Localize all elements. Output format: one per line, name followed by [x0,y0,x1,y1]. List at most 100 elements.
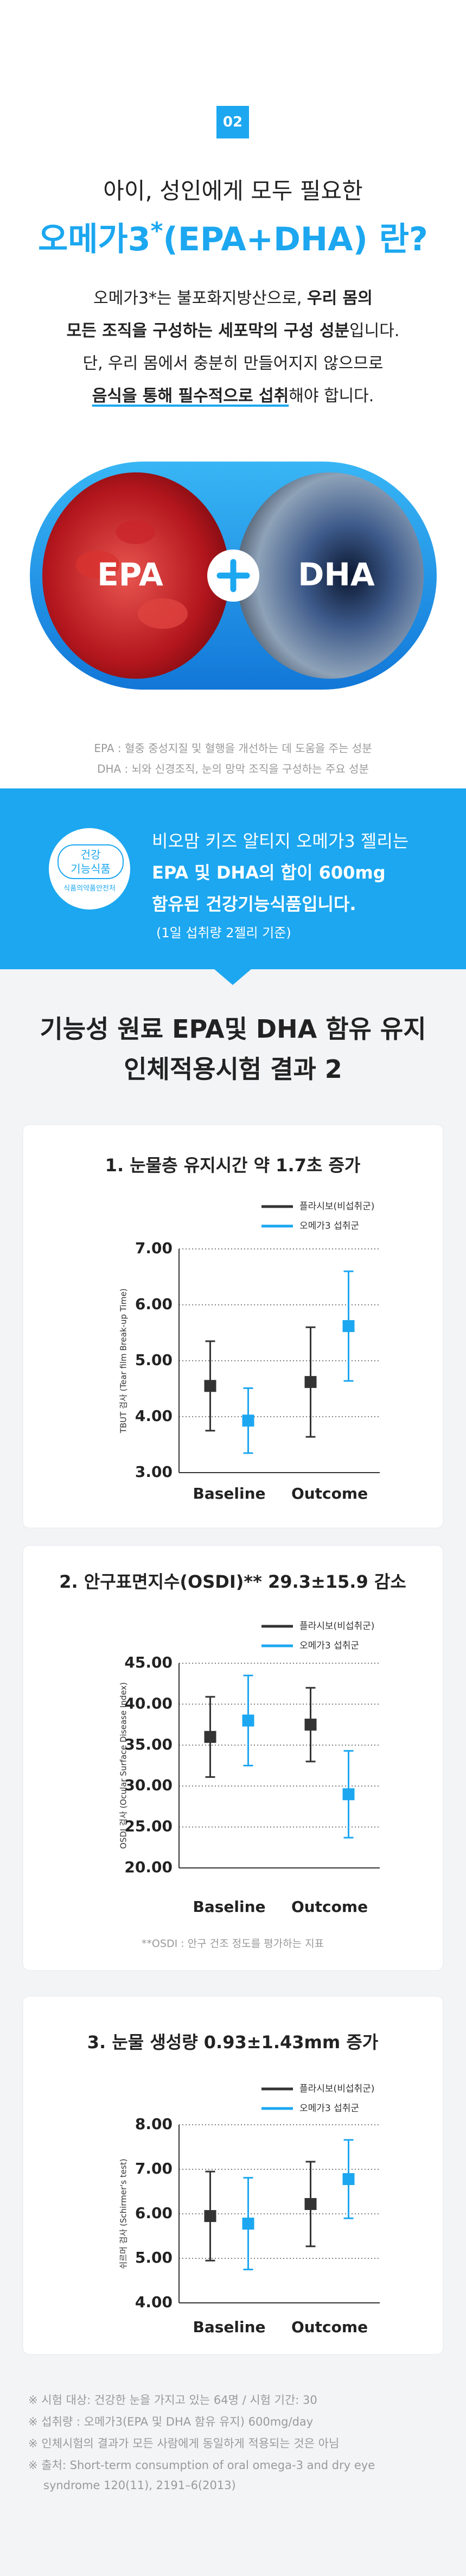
chart: 2. 안구표면지수(OSDI)** 29.3±15.9 감소플라시보(비섭취군)… [22,1545,444,1971]
x-tick-label: Outcome [291,2318,368,2336]
x-tick-label: Baseline [193,1485,265,1502]
data-point [204,1380,216,1392]
plus-icon [216,559,250,592]
section-title-line: 인체적용시험 결과 2 [124,1055,342,1084]
data-point [304,1376,317,1388]
footnote: ※ 출처: Short-term consumption of oral ome… [28,2459,375,2472]
chart-title: 3. 눈물 생성량 0.93±1.43mm 증가 [87,2032,378,2053]
illustration: EPA DHA [30,462,437,690]
health-badge: 건강 기능식품 식품의약품안전처 [49,828,130,910]
paragraph-segment: 입니다. [349,321,400,340]
y-tick-label: 35.00 [124,1735,173,1753]
title-text: 오메가3 [38,220,151,258]
illustration-note: EPA : 혈중 중성지질 및 혈행을 개선하는 데 도움을 주는 성분 [94,742,372,755]
cell [76,551,119,579]
subtitle: 아이, 성인에게 모두 필요한 [103,178,363,204]
data-point [342,2173,355,2186]
illustration-note: DHA : 뇌와 신경조직, 눈의 망막 조직을 구성하는 주요 성분 [97,762,369,775]
data-point [304,2198,317,2210]
section-title: 기능성 원료 EPA및 DHA 함유 유지 인체적용시험 결과 2 [0,1009,466,1089]
chart-title: 1. 눈물층 유지시간 약 1.7초 증가 [105,1155,361,1176]
data-point [342,1788,355,1801]
cell [138,598,188,629]
legend-label: 플라시보(비섭취군) [299,1621,374,1632]
legend-label: 오메가3 섭취군 [299,1640,359,1651]
badge-authority: 식품의약품안전처 [63,885,116,893]
blood-image [42,472,229,679]
y-tick-label: 30.00 [124,1776,173,1794]
footnote: syndrome 120(11), 2191–6(2013) [43,2479,236,2492]
y-tick-label: 25.00 [124,1817,173,1835]
y-tick-label: 5.00 [135,2249,173,2266]
x-tick-label: Outcome [291,1485,368,1502]
chart-card [22,1996,444,2355]
footnote: ※ 인체시험의 결과가 모든 사람에게 동일하게 적용되는 것은 아님 [28,2437,340,2450]
y-tick-label: 5.00 [135,1351,173,1369]
footnotes: ※ 시험 대상: 건강한 눈을 가지고 있는 64명 / 시험 기간: 30 ※ … [28,2389,375,2495]
legend-label: 플라시보(비섭취군) [299,2083,374,2094]
y-tick-label: 4.00 [135,2293,173,2311]
data-point [304,1719,317,1731]
badge-label: 건강 기능식품 [58,844,124,879]
y-axis-label: TBUT 검사 (Tear film Break-up Time) [119,1289,129,1434]
legend-label: 플라시보(비섭취군) [299,1201,374,1212]
y-axis-label: 쉬르머 검사 (Schirmer's test) [119,2158,129,2269]
chart-card [22,1124,444,1529]
x-tick-label: Baseline [193,2318,265,2336]
y-tick-label: 7.00 [135,2160,173,2177]
paragraph-segment: 음식을 통해 필수적으로 섭취 [92,387,289,406]
banner-line: (1일 섭취량 2젤리 기준) [156,925,291,940]
y-axis-label: OSDI 검사 (Ocular Surface Disease Index) [119,1682,129,1849]
paragraph-line: 모든 조직을 구성하는 세포막의 구성 성분입니다. [0,315,466,348]
paragraph-line: 음식을 통해 필수적으로 섭취해야 합니다. [0,380,466,413]
badge-line: 기능식품 [71,862,111,875]
data-point [204,1731,216,1743]
data-point [242,2218,254,2230]
main-title: 오메가3*(EPA+DHA) 란? [0,213,466,260]
title-text: (EPA+DHA) 란? [163,220,428,258]
paragraph: 오메가3*는 불포화지방산으로, 우리 몸의 모든 조직을 구성하는 세포막의 구… [0,282,466,413]
banner-text: 비오맘 키즈 알티지 오메가3 젤리는 EPA 및 DHA의 합이 600mg 함유… [152,825,408,946]
paragraph-line: 단, 우리 몸에서 충분히 만들어지지 않으므로 [0,348,466,380]
chart-card [22,1545,444,1971]
y-tick-label: 3.00 [135,1463,173,1481]
paragraph-segment: 오메가3*는 불포화지방산으로, [93,289,308,308]
paragraph-segment: 모든 조직을 구성하는 세포막의 구성 성분 [66,321,350,340]
y-tick-label: 6.00 [135,2204,173,2222]
footnote: ※ 섭취량 : 오메가3(EPA 및 DHA 함유 유지) 600mg/day [28,2415,314,2428]
section-badge: 02 [216,106,249,138]
dha-label: DHA [298,556,375,593]
data-point [342,1320,355,1333]
data-point [242,1714,254,1727]
y-tick-label: 40.00 [124,1694,173,1712]
title-mark: * [150,217,163,245]
chart-title: 2. 안구표면지수(OSDI)** 29.3±15.9 감소 [59,1571,406,1592]
y-tick-label: 6.00 [135,1295,173,1313]
y-tick-label: 20.00 [124,1858,173,1876]
badge-line: 건강 [80,848,101,861]
banner-arrow [214,969,252,985]
banner-line: 함유된 건강기능식품입니다. [152,894,356,914]
legend-label: 오메가3 섭취군 [299,1221,359,1232]
chart-note: **OSDI : 안구 건조 정도를 평가하는 지표 [142,1938,324,1950]
paragraph-segment: 단, 우리 몸에서 충분히 만들어지지 않으므로 [82,354,384,373]
x-tick-label: Baseline [193,1898,265,1916]
banner-line: EPA 및 DHA의 합이 600mg [152,862,386,883]
y-tick-label: 7.00 [135,1239,173,1257]
x-tick-label: Outcome [291,1898,368,1916]
paragraph-segment: 해야 합니다. [289,387,374,406]
footnote: ※ 시험 대상: 건강한 눈을 가지고 있는 64명 / 시험 기간: 30 [28,2394,317,2407]
section-title-line: 기능성 원료 EPA및 DHA 함유 유지 [40,1014,426,1044]
eye-image [237,472,424,679]
cell [116,520,155,544]
y-tick-label: 45.00 [124,1653,173,1671]
y-tick-label: 4.00 [135,1407,173,1425]
y-tick-label: 8.00 [135,2115,173,2133]
paragraph-segment: 우리 몸의 [307,289,373,308]
paragraph-line: 오메가3*는 불포화지방산으로, 우리 몸의 [0,282,466,315]
epa-label: EPA [97,556,163,593]
banner-line: 비오맘 키즈 알티지 오메가3 젤리는 [152,831,409,851]
